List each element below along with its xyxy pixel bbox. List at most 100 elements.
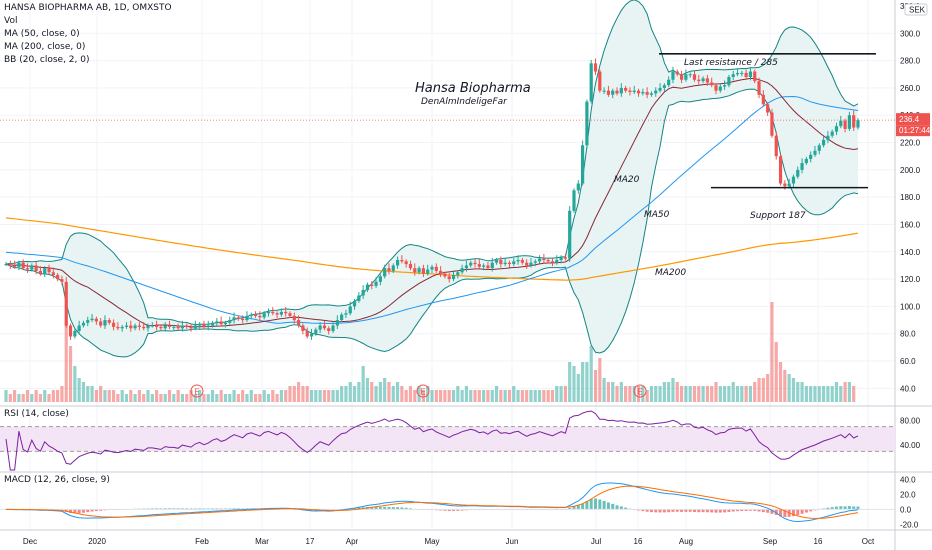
macd-legend: MACD (12, 26, close, 9)	[4, 474, 110, 487]
volume-bar	[340, 386, 344, 402]
rsi-tick-label: 80.00	[900, 416, 921, 425]
price-tick-label: 300.0	[900, 29, 921, 38]
candle-body	[443, 273, 447, 277]
volume-bar	[421, 390, 425, 402]
macd-histogram-bar	[688, 509, 692, 512]
candle-body	[421, 268, 425, 274]
volume-bar	[193, 394, 197, 402]
macd-histogram-bar	[671, 509, 675, 512]
candle-body	[172, 326, 176, 328]
candle-body	[852, 115, 856, 128]
macd-histogram-bar	[585, 501, 589, 510]
countdown-label: 01:27:44	[899, 126, 931, 135]
volume-bar	[103, 390, 107, 402]
candle-body	[533, 261, 537, 263]
volume-bar	[684, 386, 688, 402]
rsi-line	[5, 410, 859, 471]
candle-body	[572, 190, 576, 211]
volume-bar	[210, 390, 215, 402]
candle-body	[791, 176, 796, 184]
candle-body	[512, 261, 516, 265]
candle-body	[348, 306, 352, 314]
macd-histogram-bar	[86, 509, 90, 513]
volume-bar	[572, 366, 576, 402]
candle-body	[624, 87, 628, 91]
candle-body	[537, 258, 542, 262]
candle-body	[249, 314, 253, 316]
macd-histogram-bar	[637, 509, 641, 511]
candle-body	[137, 325, 141, 327]
macd-histogram-bar	[378, 507, 382, 510]
candle-body	[413, 268, 417, 273]
candle-body	[542, 258, 546, 260]
macd-histogram-bar	[447, 509, 451, 511]
candle-body	[198, 324, 202, 326]
candle-body	[86, 320, 90, 323]
candle-body	[503, 262, 507, 265]
volume-bar	[477, 390, 481, 402]
macd-tick-label: 0.0	[900, 505, 912, 514]
volume-bar	[718, 386, 722, 402]
candle-body	[439, 270, 443, 274]
macd-histogram-bar	[766, 509, 770, 513]
candle-body	[68, 325, 73, 337]
volume-bar	[111, 390, 116, 402]
macd-histogram-bar	[391, 507, 395, 510]
volume-bar	[68, 346, 73, 402]
macd-histogram-bar	[791, 509, 795, 517]
volume-bar	[64, 322, 68, 402]
macd-histogram-bar	[753, 509, 757, 511]
volume-bar	[804, 386, 808, 402]
candle-body	[606, 90, 611, 95]
candle-body	[679, 74, 684, 80]
candle-body	[568, 210, 572, 259]
macd-histogram-bar	[645, 509, 649, 512]
price-tick-label: 260.0	[900, 84, 921, 93]
time-tick-label: Mar	[255, 537, 269, 546]
candle-body	[615, 90, 619, 94]
macd-histogram-bar	[456, 509, 460, 511]
candle-body	[47, 268, 51, 273]
time-tick-label: Oct	[862, 537, 875, 546]
candle-body	[649, 93, 654, 95]
volume-bar	[624, 386, 628, 402]
price-badges: 236.4 01:27:44 SEK	[0, 3, 931, 137]
currency-badge	[904, 3, 928, 16]
candle-body	[662, 85, 666, 88]
volume-bar	[852, 386, 856, 402]
volume-bar	[447, 390, 451, 402]
candle-body	[374, 281, 378, 286]
candle-body	[163, 325, 167, 329]
candle-body	[494, 259, 499, 263]
volume-bar	[559, 386, 563, 402]
volume-bar	[847, 382, 851, 402]
volume-bar	[352, 386, 357, 402]
macd-histogram-bar	[606, 502, 610, 510]
price-tick-label: 180.0	[900, 193, 921, 202]
price-tick-label: 200.0	[900, 166, 921, 175]
volume-bar	[731, 382, 735, 402]
volume-bar	[301, 386, 305, 402]
volume-bar	[137, 390, 141, 402]
volume-bar	[843, 382, 847, 402]
candle-body	[301, 325, 305, 331]
volume-bar	[262, 390, 266, 402]
macd-histogram-bar	[176, 508, 180, 510]
candle-body	[228, 320, 232, 323]
volume-bar	[292, 386, 296, 402]
macd-histogram-bar	[94, 509, 98, 512]
time-tick-label: 16	[634, 537, 643, 546]
candle-body	[142, 326, 146, 329]
candle-body	[834, 126, 839, 132]
candle-body	[602, 90, 606, 92]
candle-body	[645, 92, 649, 95]
volume-bar	[258, 394, 262, 402]
candle-body	[275, 313, 279, 315]
volume-bar	[150, 394, 154, 402]
candle-body	[189, 326, 193, 329]
volume-bar	[374, 386, 378, 402]
candle-body	[611, 90, 615, 95]
macd-histogram-bar	[748, 509, 752, 511]
macd-histogram-bar	[180, 508, 184, 510]
